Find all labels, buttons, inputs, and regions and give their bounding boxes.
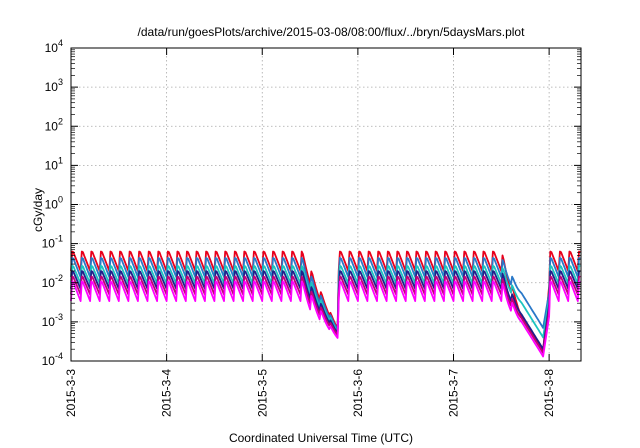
x-tick-label: 2015-3-8: [542, 369, 556, 417]
series-line-5: [70, 275, 581, 354]
y-tick-label: 10-3: [42, 312, 63, 329]
series-line-6: [70, 280, 581, 358]
series-line-1: [70, 250, 581, 352]
y-tick-label: 10-4: [42, 351, 63, 368]
y-tick-label: 104: [45, 38, 63, 55]
series-layer: [70, 250, 581, 358]
y-tick-label: 10-2: [42, 273, 63, 290]
chart-title: /data/run/goesPlots/archive/2015-03-08/0…: [138, 25, 526, 39]
x-tick-label: 2015-3-7: [447, 369, 461, 417]
y-tick-label: 103: [45, 77, 63, 94]
y-axis-label: cGy/day: [31, 188, 45, 232]
x-tick-label: 2015-3-6: [351, 369, 365, 417]
x-tick-label: 2015-3-4: [160, 369, 174, 417]
y-tick-label: 100: [45, 195, 63, 212]
y-tick-label: 102: [45, 116, 63, 133]
y-tick-label: 101: [45, 155, 63, 172]
x-tick-label: 2015-3-3: [64, 369, 78, 417]
x-tick-label: 2015-3-5: [255, 369, 269, 417]
x-axis-label: Coordinated Universal Time (UTC): [229, 431, 413, 445]
series-line-2: [70, 256, 581, 331]
series-line-3: [70, 264, 581, 339]
y-tick-label: 10-1: [42, 234, 63, 251]
series-line-4: [70, 270, 581, 351]
ticks: 10-4 10-3 10-2 10-1 100 101 102 103 104 2015-3-3 2…: [42, 38, 581, 417]
